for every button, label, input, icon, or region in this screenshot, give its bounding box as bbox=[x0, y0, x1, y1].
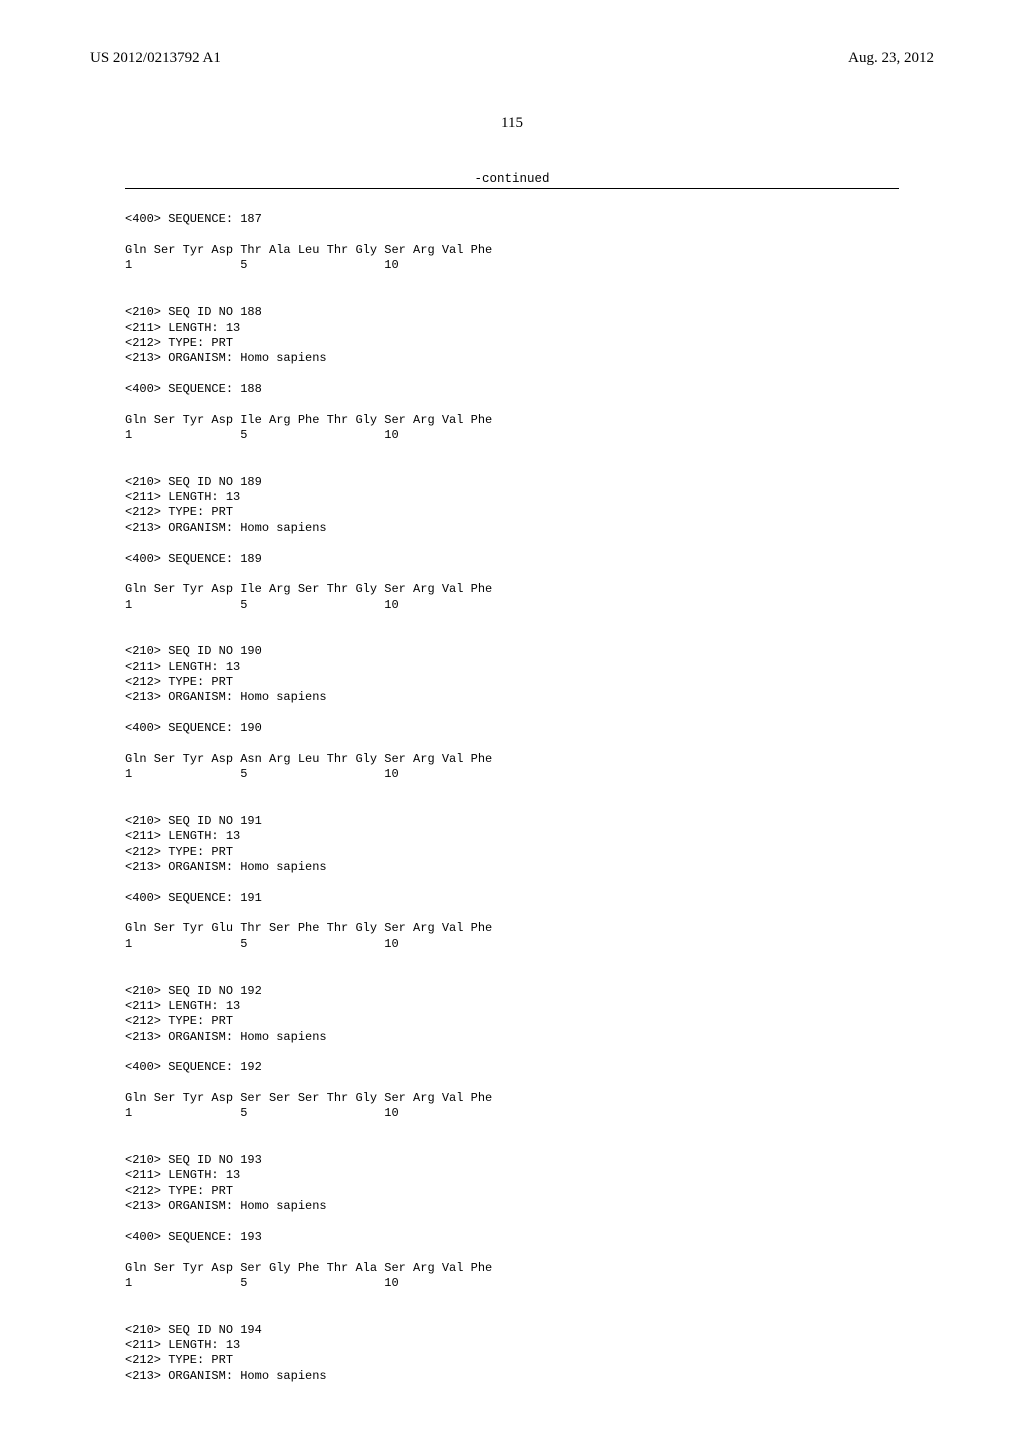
seq-entry-191: <210> SEQ ID NO 191 <211> LENGTH: 13 <21… bbox=[125, 814, 934, 952]
seq-210-line: <210> SEQ ID NO 194 bbox=[125, 1323, 262, 1337]
seq-residues: Gln Ser Tyr Asp Ser Ser Ser Thr Gly Ser … bbox=[125, 1091, 492, 1105]
seq-400-line: <400> SEQUENCE: 193 bbox=[125, 1230, 262, 1244]
seq-position-numbers: 1 5 10 bbox=[125, 428, 399, 442]
seq-213-line: <213> ORGANISM: Homo sapiens bbox=[125, 521, 327, 535]
seq-400-line: <400> SEQUENCE: 192 bbox=[125, 1060, 262, 1074]
seq-position-numbers: 1 5 10 bbox=[125, 598, 399, 612]
seq-entry-193: <210> SEQ ID NO 193 <211> LENGTH: 13 <21… bbox=[125, 1153, 934, 1291]
seq-213-line: <213> ORGANISM: Homo sapiens bbox=[125, 351, 327, 365]
seq-residues: Gln Ser Tyr Asp Thr Ala Leu Thr Gly Ser … bbox=[125, 243, 492, 257]
seq-entry-190: <210> SEQ ID NO 190 <211> LENGTH: 13 <21… bbox=[125, 644, 934, 782]
seq-position-numbers: 1 5 10 bbox=[125, 937, 399, 951]
continued-label: -continued bbox=[90, 172, 934, 186]
seq-211-line: <211> LENGTH: 13 bbox=[125, 321, 240, 335]
seq-position-numbers: 1 5 10 bbox=[125, 1106, 399, 1120]
seq-entry-187: <400> SEQUENCE: 187 Gln Ser Tyr Asp Thr … bbox=[125, 212, 934, 273]
seq-entry-188: <210> SEQ ID NO 188 <211> LENGTH: 13 <21… bbox=[125, 305, 934, 443]
seq-210-line: <210> SEQ ID NO 188 bbox=[125, 305, 262, 319]
seq-211-line: <211> LENGTH: 13 bbox=[125, 660, 240, 674]
seq-210-line: <210> SEQ ID NO 190 bbox=[125, 644, 262, 658]
seq-position-numbers: 1 5 10 bbox=[125, 258, 399, 272]
seq-400-line: <400> SEQUENCE: 191 bbox=[125, 891, 262, 905]
seq-211-line: <211> LENGTH: 13 bbox=[125, 490, 240, 504]
seq-212-line: <212> TYPE: PRT bbox=[125, 845, 233, 859]
seq-213-line: <213> ORGANISM: Homo sapiens bbox=[125, 1199, 327, 1213]
seq-entry-189: <210> SEQ ID NO 189 <211> LENGTH: 13 <21… bbox=[125, 475, 934, 613]
seq-residues: Gln Ser Tyr Asp Ile Arg Phe Thr Gly Ser … bbox=[125, 413, 492, 427]
seq-210-line: <210> SEQ ID NO 189 bbox=[125, 475, 262, 489]
seq-213-line: <213> ORGANISM: Homo sapiens bbox=[125, 860, 327, 874]
seq-212-line: <212> TYPE: PRT bbox=[125, 675, 233, 689]
seq-400-line: <400> SEQUENCE: 189 bbox=[125, 552, 262, 566]
seq-212-line: <212> TYPE: PRT bbox=[125, 1353, 233, 1367]
seq-entry-194: <210> SEQ ID NO 194 <211> LENGTH: 13 <21… bbox=[125, 1323, 934, 1384]
seq-210-line: <210> SEQ ID NO 192 bbox=[125, 984, 262, 998]
sequence-listing: <400> SEQUENCE: 187 Gln Ser Tyr Asp Thr … bbox=[125, 197, 934, 1431]
seq-213-line: <213> ORGANISM: Homo sapiens bbox=[125, 1030, 327, 1044]
seq-212-line: <212> TYPE: PRT bbox=[125, 505, 233, 519]
seq-212-line: <212> TYPE: PRT bbox=[125, 1014, 233, 1028]
seq-residues: Gln Ser Tyr Asp Ser Gly Phe Thr Ala Ser … bbox=[125, 1261, 492, 1275]
seq-residues: Gln Ser Tyr Asp Asn Arg Leu Thr Gly Ser … bbox=[125, 752, 492, 766]
seq-400-line: <400> SEQUENCE: 190 bbox=[125, 721, 262, 735]
seq-210-line: <210> SEQ ID NO 191 bbox=[125, 814, 262, 828]
publication-date: Aug. 23, 2012 bbox=[848, 50, 934, 67]
seq-residues: Gln Ser Tyr Glu Thr Ser Phe Thr Gly Ser … bbox=[125, 921, 492, 935]
seq-400-line: <400> SEQUENCE: 187 bbox=[125, 212, 262, 226]
publication-number: US 2012/0213792 A1 bbox=[90, 50, 221, 67]
horizontal-rule bbox=[125, 188, 899, 189]
seq-residues: Gln Ser Tyr Asp Ile Arg Ser Thr Gly Ser … bbox=[125, 582, 492, 596]
patent-page: US 2012/0213792 A1 Aug. 23, 2012 115 -co… bbox=[0, 0, 1024, 1320]
seq-212-line: <212> TYPE: PRT bbox=[125, 336, 233, 350]
seq-213-line: <213> ORGANISM: Homo sapiens bbox=[125, 1369, 327, 1383]
seq-210-line: <210> SEQ ID NO 193 bbox=[125, 1153, 262, 1167]
seq-212-line: <212> TYPE: PRT bbox=[125, 1184, 233, 1198]
page-header: US 2012/0213792 A1 Aug. 23, 2012 bbox=[90, 50, 934, 67]
seq-position-numbers: 1 5 10 bbox=[125, 1276, 399, 1290]
seq-211-line: <211> LENGTH: 13 bbox=[125, 1338, 240, 1352]
seq-213-line: <213> ORGANISM: Homo sapiens bbox=[125, 690, 327, 704]
seq-position-numbers: 1 5 10 bbox=[125, 767, 399, 781]
seq-400-line: <400> SEQUENCE: 188 bbox=[125, 382, 262, 396]
seq-211-line: <211> LENGTH: 13 bbox=[125, 999, 240, 1013]
seq-211-line: <211> LENGTH: 13 bbox=[125, 829, 240, 843]
seq-entry-192: <210> SEQ ID NO 192 <211> LENGTH: 13 <21… bbox=[125, 984, 934, 1122]
page-number: 115 bbox=[90, 115, 934, 132]
seq-211-line: <211> LENGTH: 13 bbox=[125, 1168, 240, 1182]
